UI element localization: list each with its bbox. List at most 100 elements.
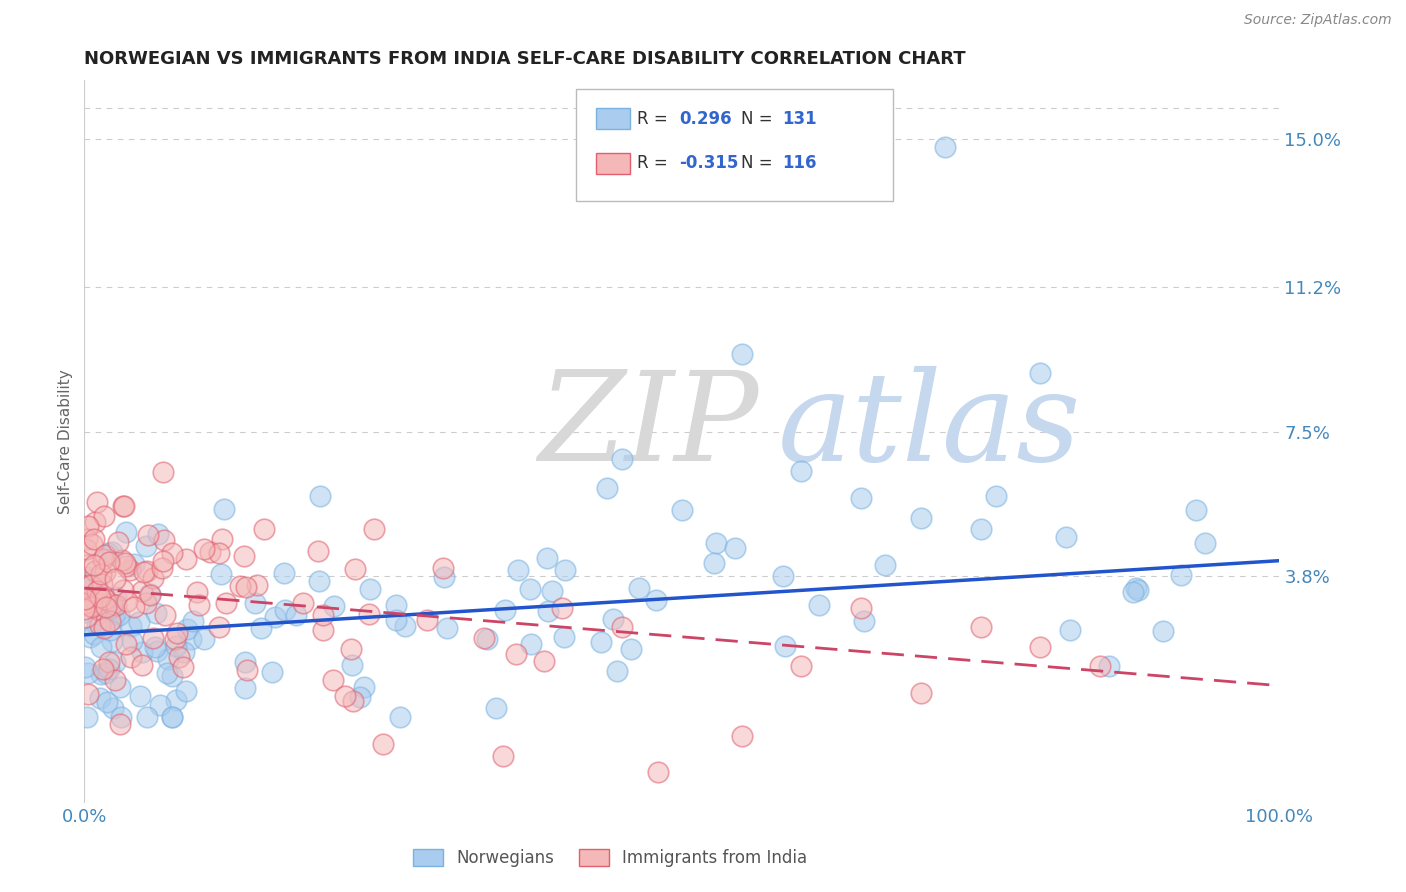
Point — [73, 592, 96, 607]
Point — [671, 503, 693, 517]
Point — [211, 532, 233, 546]
Point — [322, 599, 344, 614]
Point — [851, 600, 873, 615]
Point — [82, 573, 104, 587]
Point — [731, 730, 754, 744]
Point — [910, 510, 932, 524]
Legend: Norwegians, Immigrants from India: Norwegians, Immigrants from India — [406, 842, 814, 874]
Point — [1090, 659, 1112, 673]
Text: Source: ZipAtlas.com: Source: ZipAtlas.com — [1244, 13, 1392, 28]
Point — [104, 590, 127, 604]
Point — [128, 615, 150, 629]
Point — [75, 659, 97, 673]
Text: R =: R = — [637, 110, 673, 128]
Point — [114, 525, 136, 540]
Point — [309, 489, 332, 503]
Point — [554, 563, 576, 577]
Point — [505, 648, 527, 662]
Text: N =: N = — [741, 110, 778, 128]
Point — [152, 554, 174, 568]
Point — [160, 668, 183, 682]
Point — [620, 641, 643, 656]
Point — [484, 701, 506, 715]
Point — [165, 693, 187, 707]
Point — [114, 556, 136, 570]
Point — [91, 577, 114, 591]
Point — [494, 603, 516, 617]
Point — [156, 665, 179, 680]
Point — [75, 596, 97, 610]
Point — [704, 536, 727, 550]
Point — [73, 605, 96, 619]
Point — [86, 495, 108, 509]
Point — [172, 660, 194, 674]
Point — [94, 665, 117, 680]
Point — [152, 533, 174, 548]
Point — [82, 537, 104, 551]
Point — [138, 587, 160, 601]
Point — [91, 552, 114, 566]
Point — [101, 633, 124, 648]
Point — [519, 637, 541, 651]
Point — [82, 600, 104, 615]
Point — [235, 580, 257, 594]
Point — [934, 139, 956, 153]
Point — [176, 622, 198, 636]
Point — [76, 592, 98, 607]
Point — [250, 621, 273, 635]
Point — [131, 584, 153, 599]
Point — [77, 518, 100, 533]
Point — [359, 582, 381, 597]
Point — [432, 561, 454, 575]
Point — [75, 541, 97, 556]
Point — [101, 700, 124, 714]
Point — [104, 606, 127, 620]
Point — [117, 594, 139, 608]
Point — [596, 481, 619, 495]
Point — [851, 491, 873, 505]
Point — [122, 558, 145, 572]
Point — [143, 640, 166, 655]
Text: R =: R = — [637, 154, 673, 172]
Point — [193, 632, 215, 647]
Point — [77, 687, 100, 701]
Point — [208, 620, 231, 634]
Point — [724, 541, 747, 556]
Point — [112, 499, 135, 513]
Point — [215, 596, 238, 610]
Point — [312, 608, 335, 623]
Point — [385, 598, 408, 612]
Point — [108, 717, 131, 731]
Point — [790, 659, 813, 673]
Point — [627, 582, 650, 596]
Point — [209, 566, 232, 581]
Point — [193, 541, 215, 556]
Text: NORWEGIAN VS IMMIGRANTS FROM INDIA SELF-CARE DISABILITY CORRELATION CHART: NORWEGIAN VS IMMIGRANTS FROM INDIA SELF-… — [84, 50, 966, 68]
Point — [97, 662, 120, 676]
Point — [75, 610, 97, 624]
Point — [75, 579, 97, 593]
Point — [83, 564, 105, 578]
Point — [131, 657, 153, 672]
Point — [292, 596, 315, 610]
Point — [612, 620, 634, 634]
Text: -0.315: -0.315 — [679, 154, 738, 172]
Point — [97, 546, 120, 560]
Point — [91, 662, 114, 676]
Point — [146, 644, 169, 658]
Point — [76, 532, 98, 546]
Point — [311, 624, 333, 638]
Point — [475, 632, 498, 646]
Point — [200, 545, 222, 559]
Point — [910, 686, 932, 700]
Point — [166, 626, 188, 640]
Point — [308, 574, 330, 589]
Point — [93, 509, 115, 524]
Point — [93, 596, 115, 610]
Point — [149, 698, 172, 713]
Point — [359, 607, 381, 622]
Point — [875, 558, 897, 573]
Point — [273, 566, 295, 581]
Point — [236, 663, 259, 677]
Point — [94, 591, 117, 606]
